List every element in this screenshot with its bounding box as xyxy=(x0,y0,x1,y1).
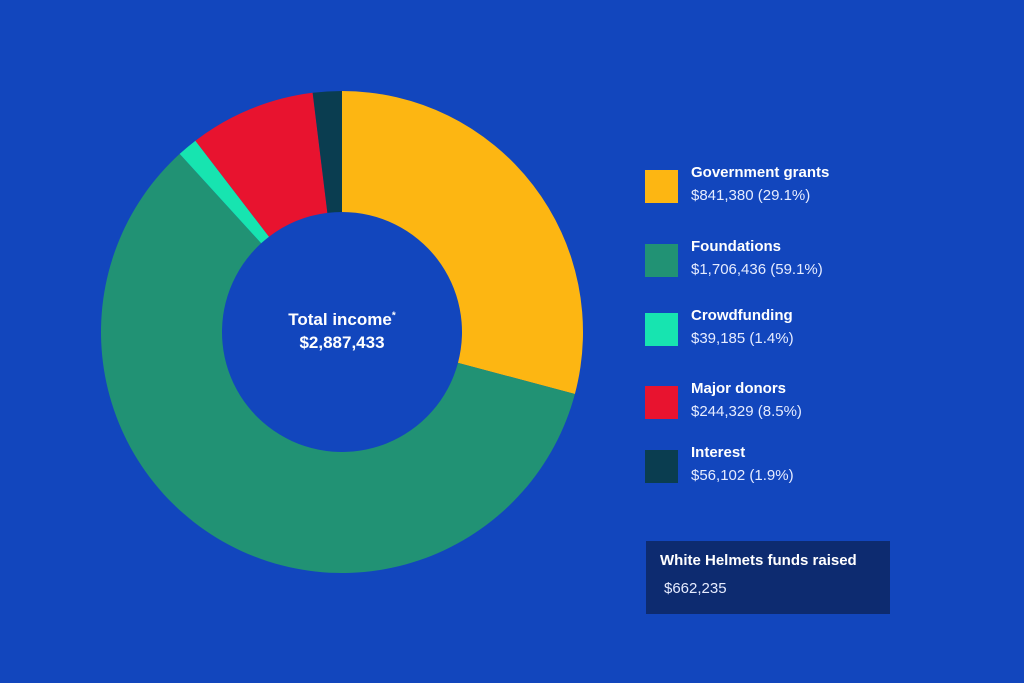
slice-government-grants xyxy=(342,91,583,394)
legend-name: Major donors xyxy=(691,380,787,397)
legend-swatch xyxy=(645,450,678,483)
slice-foundations xyxy=(101,153,575,573)
legend-name: Foundations xyxy=(691,238,781,255)
legend-name: Interest xyxy=(691,444,746,461)
legend-value: $56,102 (1.9%) xyxy=(691,467,794,484)
slice-major-donors xyxy=(195,92,328,237)
legend-value: $1,706,436 (59.1%) xyxy=(691,261,823,278)
legend-name: Government grants xyxy=(691,164,830,181)
legend-value: $841,380 (29.1%) xyxy=(691,187,811,204)
center-total-value: $2,887,433 xyxy=(299,333,385,352)
info-box-title: White Helmets funds raised xyxy=(660,552,857,569)
white-helmets-box: White Helmets funds raised $662,235 xyxy=(646,541,890,614)
legend-value: $39,185 (1.4%) xyxy=(691,330,794,347)
legend-swatch xyxy=(645,386,678,419)
legend-item-government-grants: Government grants $841,380 (29.1%) xyxy=(645,160,945,210)
legend-swatch xyxy=(645,313,678,346)
legend-item-foundations: Foundations $1,706,436 (59.1%) xyxy=(645,234,945,284)
legend-item-major-donors: Major donors $244,329 (8.5%) xyxy=(645,376,945,426)
info-box-value: $662,235 xyxy=(664,580,727,597)
legend-name: Crowdfunding xyxy=(691,307,793,324)
center-label-text: Total income xyxy=(288,310,392,329)
legend-swatch xyxy=(645,244,678,277)
footnote-mark: * xyxy=(391,310,396,322)
center-label: Total income* xyxy=(222,310,462,330)
legend-value: $244,329 (8.5%) xyxy=(691,403,802,420)
legend-item-crowdfunding: Crowdfunding $39,185 (1.4%) xyxy=(645,303,945,353)
slice-crowdfunding xyxy=(179,140,270,244)
slice-interest xyxy=(312,91,342,213)
legend-item-interest: Interest $56,102 (1.9%) xyxy=(645,440,945,490)
legend-swatch xyxy=(645,170,678,203)
